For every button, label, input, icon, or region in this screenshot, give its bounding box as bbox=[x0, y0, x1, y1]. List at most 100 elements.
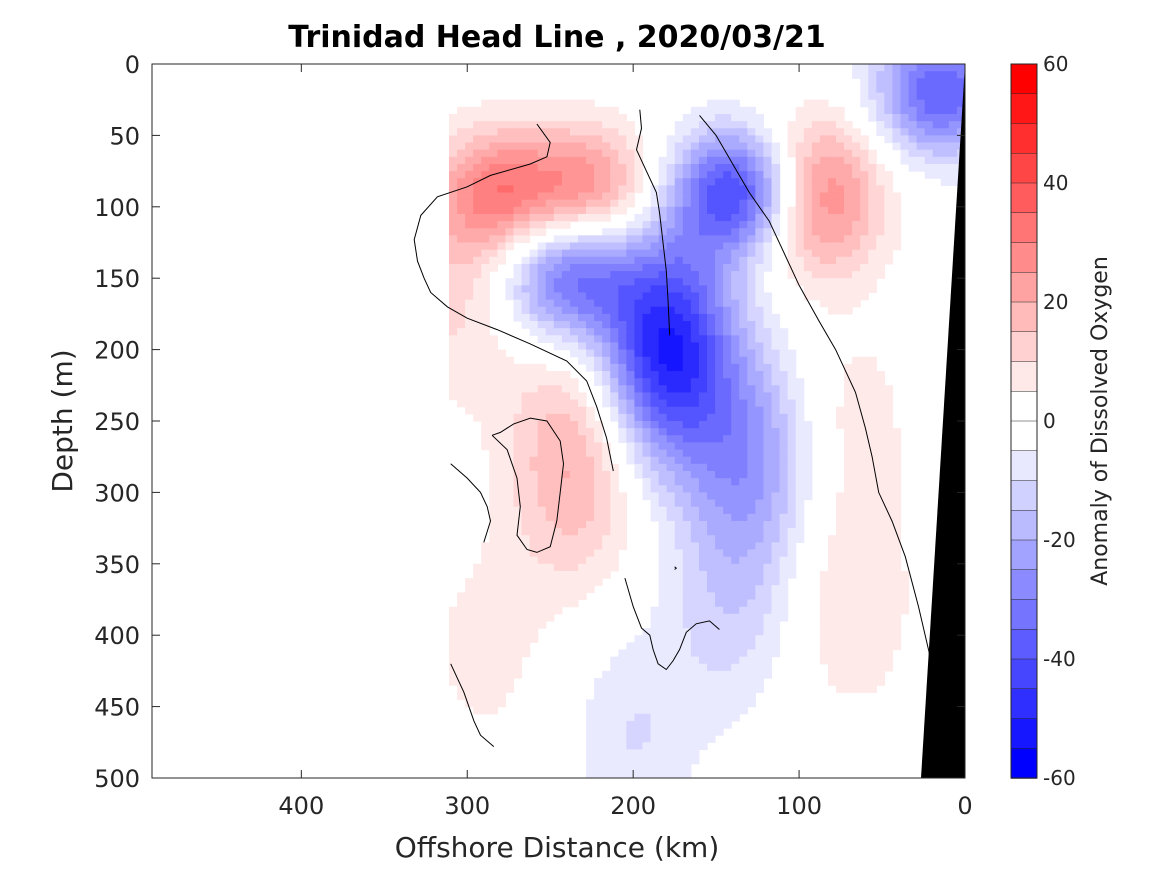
anomaly-cell bbox=[747, 699, 756, 708]
anomaly-cell bbox=[868, 578, 877, 586]
zero-contour bbox=[674, 566, 678, 570]
anomaly-cell bbox=[561, 321, 571, 329]
anomaly-cell bbox=[642, 692, 652, 701]
anomaly-cell bbox=[521, 549, 531, 558]
anomaly-cell bbox=[578, 142, 587, 151]
anomaly-cell bbox=[731, 171, 740, 179]
anomaly-cell bbox=[819, 249, 829, 258]
anomaly-cell bbox=[618, 121, 627, 129]
anomaly-cell bbox=[602, 328, 611, 336]
anomaly-cell bbox=[537, 256, 547, 265]
anomaly-cell bbox=[545, 171, 555, 179]
anomaly-cell bbox=[739, 592, 748, 601]
anomaly-cell bbox=[771, 156, 781, 165]
anomaly-cell bbox=[739, 349, 748, 358]
anomaly-cell bbox=[658, 563, 668, 572]
anomaly-cell bbox=[481, 556, 490, 565]
anomaly-cell bbox=[876, 242, 885, 251]
anomaly-cell bbox=[513, 442, 523, 451]
anomaly-cell bbox=[908, 163, 918, 172]
anomaly-cell bbox=[739, 606, 748, 615]
anomaly-cell bbox=[586, 249, 595, 258]
anomaly-cell bbox=[448, 156, 458, 165]
anomaly-cell bbox=[698, 678, 708, 686]
anomaly-cell bbox=[658, 356, 668, 365]
anomaly-cell bbox=[747, 421, 756, 429]
anomaly-cell bbox=[553, 156, 563, 165]
anomaly-cell bbox=[682, 770, 692, 778]
colorbar-swatch bbox=[1010, 539, 1038, 571]
anomaly-cell bbox=[892, 242, 902, 251]
anomaly-cell bbox=[553, 478, 563, 486]
anomaly-cell bbox=[473, 235, 482, 244]
anomaly-cell bbox=[642, 378, 652, 386]
anomaly-cell bbox=[537, 535, 547, 543]
colorbar-swatch bbox=[1010, 391, 1038, 422]
anomaly-cell bbox=[674, 371, 684, 379]
anomaly-cell bbox=[586, 306, 595, 315]
anomaly-cell bbox=[723, 678, 732, 686]
anomaly-cell bbox=[690, 428, 700, 436]
anomaly-cell bbox=[731, 642, 740, 651]
anomaly-cell bbox=[521, 599, 531, 608]
anomaly-cell bbox=[844, 371, 853, 379]
anomaly-cell bbox=[634, 263, 644, 272]
anomaly-cell bbox=[755, 256, 765, 265]
anomaly-cell bbox=[811, 256, 821, 265]
anomaly-cell bbox=[658, 206, 668, 215]
colorbar bbox=[1010, 63, 1038, 779]
anomaly-cell bbox=[731, 685, 740, 693]
anomaly-cell bbox=[755, 342, 765, 351]
anomaly-cell bbox=[561, 163, 571, 172]
anomaly-cell bbox=[860, 563, 869, 572]
anomaly-cell bbox=[682, 278, 692, 286]
anomaly-cell bbox=[795, 142, 805, 151]
anomaly-cell bbox=[618, 520, 627, 529]
anomaly-cell bbox=[707, 649, 716, 658]
anomaly-cell bbox=[513, 670, 523, 679]
anomaly-cell bbox=[537, 570, 547, 579]
anomaly-cell bbox=[666, 485, 676, 493]
anomaly-cell bbox=[602, 156, 611, 165]
anomaly-cell bbox=[529, 563, 539, 572]
anomaly-cell bbox=[497, 456, 507, 465]
anomaly-cell bbox=[755, 313, 765, 322]
anomaly-cell bbox=[731, 542, 740, 551]
anomaly-cell bbox=[682, 470, 692, 479]
anomaly-cell bbox=[682, 213, 692, 222]
anomaly-cell bbox=[521, 113, 531, 122]
anomaly-cell bbox=[521, 149, 531, 158]
anomaly-cell bbox=[569, 463, 579, 472]
anomaly-cell bbox=[634, 335, 644, 344]
colorbar-label: Anomaly of Dissolved Oxygen bbox=[1088, 256, 1113, 586]
anomaly-cell bbox=[545, 606, 555, 615]
anomaly-cell bbox=[626, 192, 636, 201]
colorbar-swatch bbox=[1010, 182, 1038, 214]
anomaly-cell bbox=[497, 371, 507, 379]
anomaly-cell bbox=[561, 156, 571, 165]
anomaly-cell bbox=[682, 221, 692, 229]
anomaly-cell bbox=[658, 171, 668, 179]
anomaly-cell bbox=[650, 763, 660, 772]
anomaly-cell bbox=[553, 263, 563, 272]
anomaly-cell bbox=[489, 406, 498, 415]
anomaly-cell bbox=[884, 592, 894, 601]
anomaly-cell bbox=[747, 106, 756, 115]
anomaly-cell bbox=[513, 128, 523, 136]
anomaly-cell bbox=[578, 435, 587, 444]
anomaly-cell bbox=[690, 163, 700, 172]
anomaly-cell bbox=[489, 149, 498, 158]
anomaly-cell bbox=[682, 706, 692, 715]
anomaly-cell bbox=[505, 121, 515, 129]
anomaly-cell bbox=[481, 278, 490, 286]
anomaly-cell bbox=[602, 178, 611, 186]
anomaly-cell bbox=[771, 628, 781, 636]
anomaly-cell bbox=[521, 135, 531, 144]
anomaly-cell bbox=[569, 299, 579, 308]
anomaly-cell bbox=[844, 292, 853, 301]
anomaly-cell bbox=[578, 520, 587, 529]
anomaly-cell bbox=[698, 256, 708, 265]
anomaly-cell bbox=[521, 428, 531, 436]
anomaly-cell bbox=[755, 628, 765, 636]
anomaly-cell bbox=[948, 171, 958, 179]
